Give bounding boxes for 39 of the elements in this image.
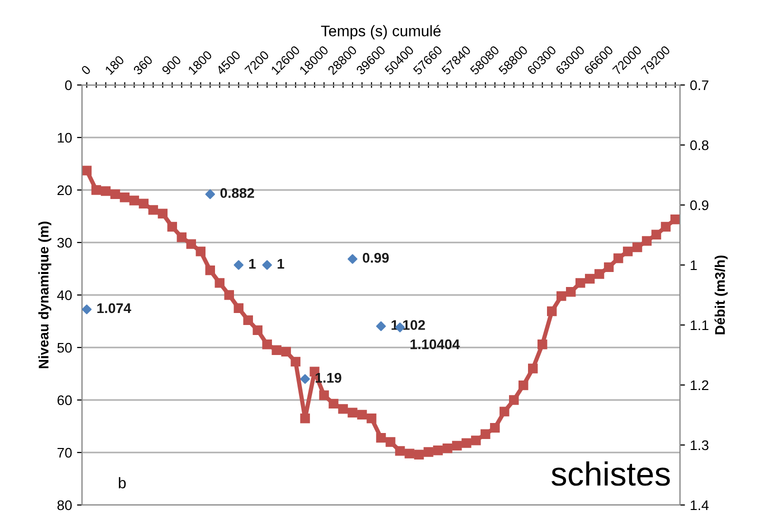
y2-tick-label: 0.7 xyxy=(690,80,708,90)
y-tick-label: 0 xyxy=(65,80,72,90)
y-tick-label: 60 xyxy=(58,395,72,406)
y2-tick-label: 1.3 xyxy=(690,440,708,450)
point xyxy=(205,189,216,200)
point xyxy=(376,321,386,332)
point xyxy=(348,254,358,264)
data-label: 1.10404 xyxy=(410,339,460,350)
y-tick-label: 20 xyxy=(58,185,72,196)
y2-tick-label: 1 xyxy=(690,260,697,270)
y2-tick-label: 1.4 xyxy=(690,500,709,510)
y2-tick-label: 1.2 xyxy=(690,380,708,390)
y-tick-label: 50 xyxy=(57,342,72,353)
y-tick-label: 70 xyxy=(58,448,72,458)
y2-axis-title: Débit (m3/h) xyxy=(714,256,728,334)
point xyxy=(300,374,310,384)
y2-tick-label: 1.1 xyxy=(690,320,708,330)
x-tick-label: 180 xyxy=(104,54,125,75)
data-label: 0.99 xyxy=(362,252,389,263)
x-tick-label: 360 xyxy=(132,54,154,76)
x-tick-label: 900 xyxy=(161,54,182,76)
x-axis-title: Temps (s) cumulé xyxy=(321,24,441,40)
data-label: 1 xyxy=(249,259,256,269)
y-tick-label: 10 xyxy=(58,132,72,143)
annotation: b xyxy=(118,477,126,488)
data-label: 0.882 xyxy=(220,188,254,198)
data-label: 1 xyxy=(278,259,284,269)
point xyxy=(262,260,272,270)
y-tick-label: 80 xyxy=(57,500,72,510)
y-tick-label: 30 xyxy=(57,238,72,248)
y-tick-label: 40 xyxy=(57,290,72,300)
y2-tick-label: 0.9 xyxy=(690,200,708,210)
annotation: schistes xyxy=(552,461,670,486)
y2-tick-label: 0.8 xyxy=(690,140,708,150)
data-label: 1.074 xyxy=(97,303,132,314)
y-axis-title: Niveau dynamique (m) xyxy=(38,222,52,368)
point xyxy=(82,304,92,314)
point xyxy=(234,260,244,270)
x-tick-label: 0 xyxy=(80,64,92,76)
